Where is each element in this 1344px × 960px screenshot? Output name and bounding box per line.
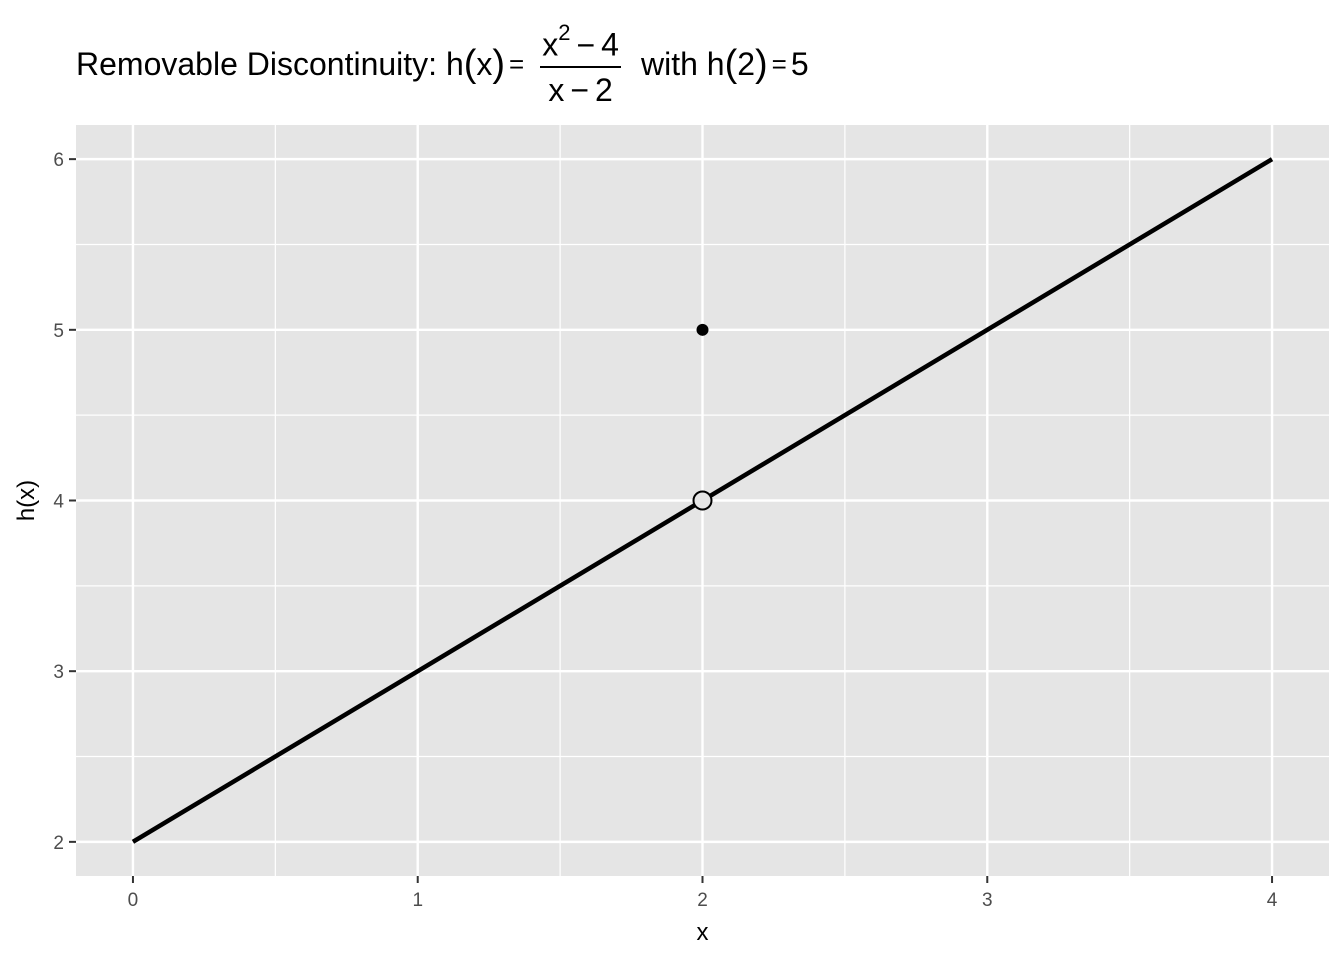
x-tick-label-4: 4 <box>1267 890 1278 911</box>
numerator-operator: − <box>576 26 596 63</box>
y-tick-label-0: 2 <box>53 833 64 854</box>
denominator-constant: 2 <box>595 71 613 108</box>
x-tick-label-3: 3 <box>982 890 993 911</box>
x-tick-label-0: 0 <box>128 890 139 911</box>
x-tick-label-1: 1 <box>412 890 423 911</box>
title-suffix-arg: 2 <box>737 45 756 82</box>
title-suffix-rparen: ) <box>755 43 768 85</box>
title-fraction: x2−4 x −2 <box>534 18 627 110</box>
numerator-exponent: 2 <box>558 20 571 46</box>
title-lparen: ( <box>463 43 477 85</box>
numerator-constant: 4 <box>601 26 619 63</box>
title-rparen: ) <box>492 43 506 85</box>
filled-dot-point <box>696 323 709 336</box>
grid-major <box>76 125 1329 876</box>
numerator-base: x <box>542 26 559 63</box>
title-numerator: x2−4 <box>534 18 627 66</box>
x-tick-label-2: 2 <box>697 890 708 911</box>
title-suffix-prefix: with h <box>640 45 725 82</box>
title-suffix-equals: = <box>771 48 787 79</box>
title-suffix-lparen: ( <box>724 43 738 85</box>
points-layer <box>692 323 713 511</box>
y-tick-label-3: 5 <box>53 321 64 342</box>
denominator-var: x <box>548 71 565 108</box>
open-circle-point <box>692 490 713 511</box>
denominator-operator: − <box>570 71 590 108</box>
y-tick-label-1: 3 <box>53 662 64 683</box>
chart-title: Removable Discontinuity: h(x) = x2−4 x −2… <box>76 14 809 114</box>
title-denominator: x −2 <box>540 65 621 110</box>
title-prefix: Removable Discontinuity: h <box>76 45 464 82</box>
title-equals: = <box>509 48 525 79</box>
x-axis-title: x <box>697 919 709 946</box>
y-axis-title: h(x) <box>13 480 40 521</box>
y-axis: 2 3 4 5 6 <box>53 150 76 854</box>
y-tick-label-4: 6 <box>53 150 64 171</box>
title-suffix-value: 5 <box>790 45 809 82</box>
x-axis: 0 1 2 3 4 <box>128 876 1278 911</box>
y-tick-label-2: 4 <box>53 492 64 513</box>
title-var: x <box>476 45 493 82</box>
